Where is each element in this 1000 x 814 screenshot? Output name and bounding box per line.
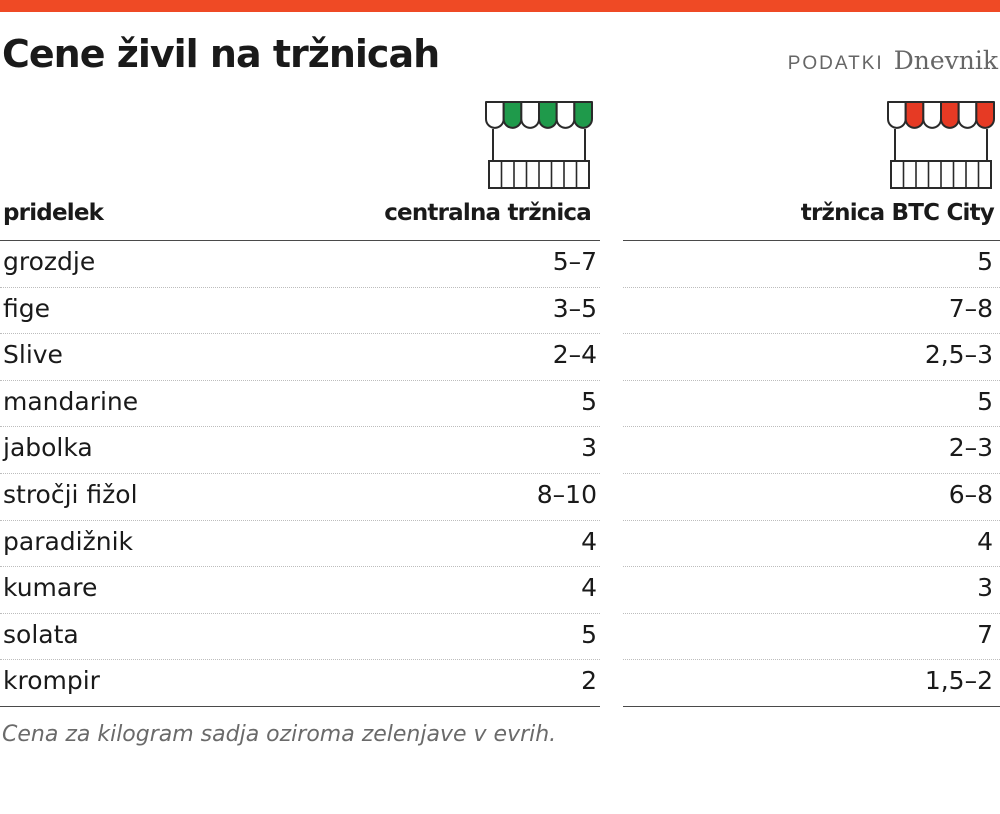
row-divider xyxy=(623,426,1000,428)
product-name: grozdje xyxy=(3,247,96,276)
product-name: mandarine xyxy=(3,386,139,416)
column-header-product: pridelek xyxy=(3,200,104,226)
table-bottom-rule xyxy=(0,706,600,707)
price-btc-market: 6–8 xyxy=(948,480,993,509)
product-name: Slive xyxy=(3,340,63,370)
header-divider xyxy=(0,240,600,241)
price-central-market: 5 xyxy=(581,619,597,649)
price-central-market: 2–4 xyxy=(552,340,597,370)
price-central-market: 3–5 xyxy=(552,293,597,323)
table-bottom-rule xyxy=(623,706,1000,707)
price-btc-market: 5 xyxy=(977,247,993,276)
market-stall-icon-green xyxy=(485,101,593,189)
chart-title: Cene živil na tržnicah xyxy=(2,32,440,76)
column-header-btc-market: tržnica BTC City xyxy=(800,200,995,226)
price-central-market: 2 xyxy=(581,666,597,696)
row-divider xyxy=(0,426,600,428)
product-name: solata xyxy=(3,619,79,649)
price-central-market: 5–7 xyxy=(552,247,597,276)
row-divider xyxy=(623,612,1000,614)
market-stall-icon-red xyxy=(887,101,995,189)
accent-bar xyxy=(0,0,1000,12)
price-btc-market: 2,5–3 xyxy=(924,340,993,370)
row-divider xyxy=(623,519,1000,521)
product-name: paradižnik xyxy=(3,526,133,556)
row-divider xyxy=(623,659,1000,661)
product-name: fige xyxy=(3,293,50,323)
row-divider xyxy=(0,286,600,288)
row-divider xyxy=(0,379,600,381)
row-divider xyxy=(623,333,1000,335)
column-header-central-market: centralna tržnica xyxy=(384,200,592,226)
row-divider xyxy=(623,379,1000,381)
price-btc-market: 5 xyxy=(977,386,993,416)
row-divider xyxy=(0,519,600,521)
row-divider xyxy=(0,659,600,661)
source-label: PODATKI xyxy=(787,53,884,74)
product-name: stročji fižol xyxy=(3,480,138,509)
source-credit: PODATKI Dnevnik xyxy=(788,46,998,75)
price-central-market: 8–10 xyxy=(536,480,597,509)
row-divider xyxy=(0,473,600,474)
price-central-market: 3 xyxy=(581,433,597,463)
price-central-market: 4 xyxy=(581,526,597,556)
product-name: kumare xyxy=(3,573,98,603)
row-divider xyxy=(0,566,600,568)
source-name: Dnevnik xyxy=(893,46,998,75)
row-divider xyxy=(623,566,1000,568)
product-name: jabolka xyxy=(3,433,93,463)
product-name: krompir xyxy=(3,666,100,696)
table-note: Cena za kilogram sadja oziroma zelenjave… xyxy=(2,722,557,747)
price-central-market: 4 xyxy=(581,573,597,603)
price-btc-market: 3 xyxy=(977,573,993,603)
price-central-market: 5 xyxy=(581,386,597,416)
row-divider xyxy=(0,333,600,335)
price-btc-market: 7–8 xyxy=(948,293,993,323)
header-divider xyxy=(623,240,1000,241)
row-divider xyxy=(623,286,1000,288)
price-btc-market: 2–3 xyxy=(948,433,993,463)
row-divider xyxy=(623,473,1000,474)
price-btc-market: 4 xyxy=(977,526,993,556)
row-divider xyxy=(0,612,600,614)
price-btc-market: 7 xyxy=(977,619,993,649)
price-btc-market: 1,5–2 xyxy=(924,666,993,696)
